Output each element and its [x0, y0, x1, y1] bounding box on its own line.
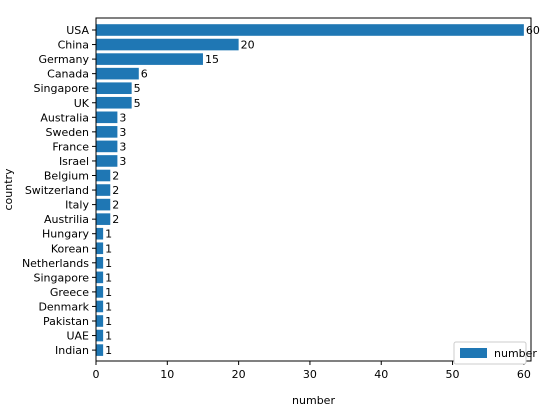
data-label-16: 1	[105, 257, 112, 270]
bars-group	[96, 24, 524, 356]
data-label-11: 2	[112, 184, 119, 197]
data-label-14: 1	[105, 228, 112, 241]
y-tick-label-6: Australia	[40, 111, 89, 124]
data-label-17: 1	[105, 271, 112, 284]
data-label-2: 15	[205, 53, 219, 66]
bar-13	[96, 213, 111, 225]
data-label-12: 2	[112, 199, 119, 212]
y-tick-label-16: Netherlands	[22, 257, 89, 270]
data-label-0: 60	[526, 24, 540, 37]
y-tick-label-21: UAE	[66, 330, 89, 343]
bar-3	[96, 67, 139, 80]
y-tick-label-13: Austrilia	[44, 213, 89, 226]
y-tick-labels: USAChinaGermanyCanadaSingaporeUKAustrali…	[22, 24, 96, 357]
x-tick-label-5: 50	[446, 368, 460, 381]
y-tick-label-10: Belgium	[44, 170, 89, 183]
y-tick-label-5: UK	[74, 97, 90, 110]
y-tick-label-19: Denmark	[38, 300, 89, 313]
bar-22	[96, 344, 104, 356]
y-tick-label-15: Korean	[51, 242, 89, 255]
y-tick-label-4: Singapore	[34, 82, 90, 95]
plot-frame	[95, 17, 532, 362]
bar-19	[96, 300, 104, 313]
y-tick-label-12: Italy	[65, 199, 89, 212]
x-tick-label-1: 10	[160, 368, 174, 381]
bar-2	[96, 53, 203, 65]
y-tick-label-3: Canada	[47, 68, 89, 81]
x-ticks: 0 10 20 30 40 50 60	[93, 361, 531, 381]
data-label-18: 1	[105, 286, 112, 299]
y-tick-label-17: Singapore	[34, 271, 90, 284]
y-tick-label-11: Switzerland	[25, 184, 89, 197]
bar-7	[96, 126, 118, 138]
y-tick-label-18: Greece	[50, 286, 89, 299]
bar-16	[96, 257, 104, 269]
bar-12	[96, 198, 111, 211]
data-label-21: 1	[105, 330, 112, 343]
data-label-4: 5	[134, 82, 141, 95]
y-axis-title: country	[2, 168, 15, 211]
data-label-8: 3	[119, 140, 126, 153]
y-tick-label-20: Pakistan	[43, 315, 89, 328]
data-label-19: 1	[105, 300, 112, 313]
bar-4	[96, 82, 132, 94]
bar-5	[96, 96, 132, 109]
data-label-3: 6	[141, 68, 148, 81]
bar-8	[96, 140, 118, 153]
bar-1	[96, 38, 239, 51]
legend-swatch	[460, 348, 487, 358]
data-label-6: 3	[119, 111, 126, 124]
x-tick-label-3: 30	[303, 368, 317, 381]
y-tick-label-7: Sweden	[46, 126, 89, 139]
bar-9	[96, 155, 118, 167]
bar-11	[96, 184, 111, 196]
bar-21	[96, 329, 104, 342]
data-label-1: 20	[241, 39, 255, 52]
legend-box	[453, 341, 527, 365]
x-axis-title: number	[292, 394, 335, 407]
bar-0	[96, 24, 524, 36]
data-label-5: 5	[134, 97, 141, 110]
data-label-20: 1	[105, 315, 112, 328]
bar-14	[96, 227, 104, 240]
x-tick-label-0: 0	[93, 368, 100, 381]
x-tick-label-6: 60	[517, 368, 531, 381]
y-tick-label-22: Indian	[55, 344, 89, 357]
x-tick-label-4: 40	[374, 368, 388, 381]
data-label-13: 2	[112, 213, 119, 226]
y-tick-label-9: Israel	[59, 155, 89, 168]
bar-15	[96, 242, 104, 255]
bar-6	[96, 111, 118, 124]
bar-18	[96, 286, 104, 298]
y-tick-label-1: China	[58, 39, 89, 52]
y-tick-label-0: USA	[66, 24, 89, 37]
data-label-7: 3	[119, 126, 126, 139]
y-tick-label-2: Germany	[38, 53, 89, 66]
x-tick-label-2: 20	[232, 368, 246, 381]
data-label-9: 3	[119, 155, 126, 168]
y-tick-label-8: France	[52, 140, 89, 153]
data-label-22: 1	[105, 344, 112, 357]
legend: number	[453, 341, 537, 365]
bar-20	[96, 315, 104, 327]
bar-17	[96, 271, 104, 284]
data-label-15: 1	[105, 242, 112, 255]
bar-10	[96, 169, 111, 182]
y-tick-label-14: Hungary	[42, 228, 89, 241]
legend-label: number	[494, 347, 537, 360]
data-label-10: 2	[112, 170, 119, 183]
